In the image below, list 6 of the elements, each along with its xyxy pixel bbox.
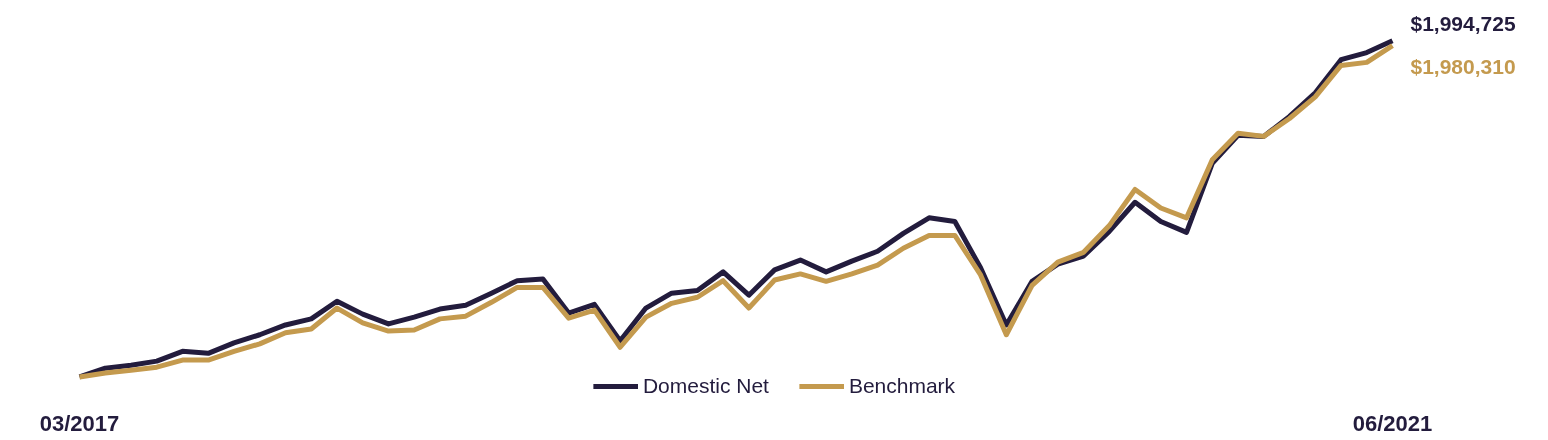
data-label: $1,980,310 <box>1410 55 1516 79</box>
data-label: $1,994,725 <box>1410 12 1516 36</box>
legend-label: Benchmark <box>848 374 956 398</box>
x-tick-label: 03/2017 <box>39 410 120 436</box>
legend-label: Domestic Net <box>642 374 769 398</box>
x-tick-label: 06/2021 <box>1352 410 1433 436</box>
